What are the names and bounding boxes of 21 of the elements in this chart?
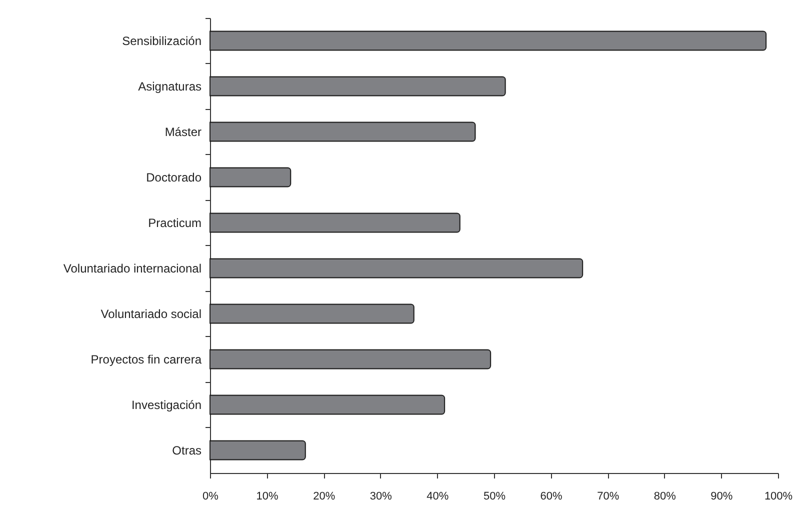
x-tick-label: 0% <box>202 490 219 502</box>
y-tick-label: Practicum <box>148 216 202 230</box>
x-tick-label: 30% <box>370 490 392 502</box>
x-tick-label: 80% <box>654 490 676 502</box>
x-tick-label: 100% <box>764 490 793 502</box>
y-tick-label: Máster <box>164 124 202 139</box>
x-tick-label: 10% <box>256 490 279 502</box>
y-tick-label: Proyectos fin carrera <box>90 352 202 366</box>
x-tick-label: 70% <box>597 490 620 502</box>
y-tick-label: Doctorado <box>146 170 202 184</box>
y-tick-label: Voluntariado internacional <box>63 261 202 276</box>
x-tick-label: 40% <box>426 490 449 502</box>
y-tick-label: Asignaturas <box>138 79 202 94</box>
x-tick-label: 50% <box>483 490 506 502</box>
y-tick-label: Investigación <box>131 398 202 412</box>
y-tick-label: Voluntariado social <box>100 306 202 321</box>
x-tick-label: 20% <box>313 490 336 502</box>
y-tick-label: Sensibilización <box>122 34 202 48</box>
x-tick-label: 60% <box>540 490 563 502</box>
y-tick-label: Otras <box>172 443 202 458</box>
x-tick-label: 90% <box>710 490 733 502</box>
